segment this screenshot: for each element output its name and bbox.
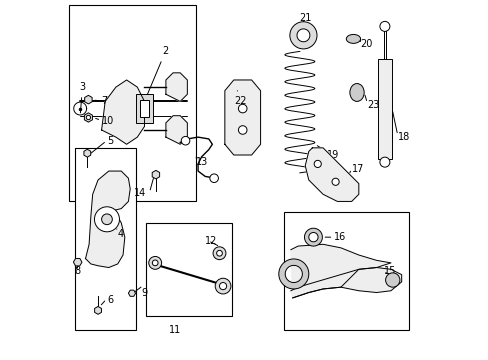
Text: 10: 10 <box>102 116 114 126</box>
Text: 16: 16 <box>333 232 346 242</box>
Polygon shape <box>102 80 144 144</box>
Text: 19: 19 <box>317 146 338 160</box>
Circle shape <box>385 273 399 287</box>
Circle shape <box>216 250 222 256</box>
Text: 1: 1 <box>118 195 124 204</box>
Text: 15: 15 <box>383 266 395 276</box>
Text: 20: 20 <box>360 39 372 49</box>
Circle shape <box>219 283 226 290</box>
Text: 7: 7 <box>102 96 108 107</box>
Polygon shape <box>85 171 130 267</box>
Ellipse shape <box>346 35 360 43</box>
Text: 23: 23 <box>367 100 379 110</box>
Circle shape <box>379 21 389 31</box>
Ellipse shape <box>349 84 364 102</box>
Polygon shape <box>165 73 187 102</box>
Text: 3: 3 <box>79 82 85 113</box>
Text: 12: 12 <box>205 236 217 246</box>
Text: 9: 9 <box>141 288 147 297</box>
Polygon shape <box>165 116 187 144</box>
Bar <box>75 148 135 330</box>
Bar <box>140 100 148 117</box>
Circle shape <box>86 115 90 120</box>
Text: 13: 13 <box>196 157 208 167</box>
Text: 21: 21 <box>299 13 311 23</box>
Text: 4: 4 <box>118 229 123 239</box>
Circle shape <box>213 247 225 260</box>
Polygon shape <box>290 244 390 298</box>
Text: 8: 8 <box>74 266 80 276</box>
Polygon shape <box>305 148 358 202</box>
Bar <box>378 59 391 158</box>
Text: 6: 6 <box>107 295 113 305</box>
Text: 5: 5 <box>107 136 113 146</box>
Circle shape <box>379 157 389 167</box>
Text: 14: 14 <box>134 188 146 198</box>
Text: 11: 11 <box>168 325 181 335</box>
Circle shape <box>215 278 230 294</box>
Circle shape <box>102 214 112 225</box>
Text: 18: 18 <box>397 132 409 142</box>
Circle shape <box>181 136 189 145</box>
Circle shape <box>238 126 246 134</box>
Text: 17: 17 <box>351 164 363 174</box>
Circle shape <box>209 174 218 183</box>
Polygon shape <box>224 80 260 155</box>
Circle shape <box>152 260 158 266</box>
Text: 22: 22 <box>234 91 246 107</box>
Polygon shape <box>290 267 401 298</box>
Bar <box>146 223 231 316</box>
Bar <box>135 94 153 123</box>
Circle shape <box>331 178 339 185</box>
Bar <box>69 5 196 202</box>
Circle shape <box>313 160 321 167</box>
Text: 2: 2 <box>145 46 168 99</box>
Circle shape <box>148 256 162 269</box>
Bar <box>283 212 408 330</box>
Circle shape <box>94 207 119 232</box>
Circle shape <box>238 104 246 113</box>
